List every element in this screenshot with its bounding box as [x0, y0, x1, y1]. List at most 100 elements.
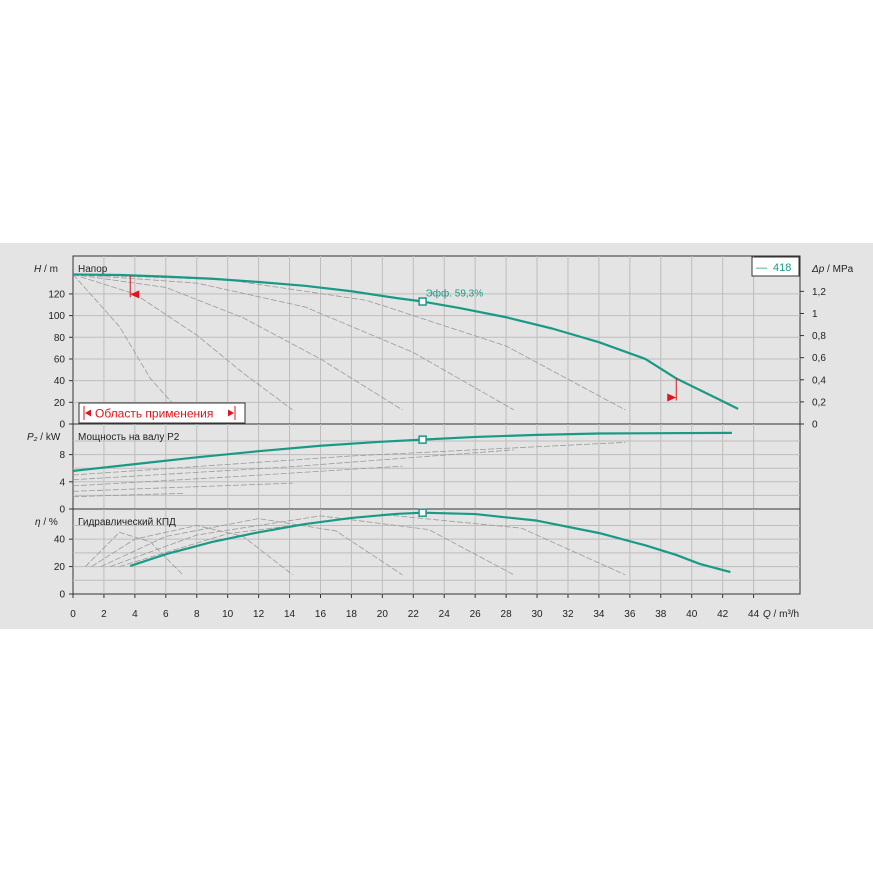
- head-panel-frame: [72, 255, 801, 425]
- x-tick-label: 44: [748, 609, 760, 620]
- head-y-var: H: [34, 264, 42, 275]
- efficiency-y-tick-labels: 0 20 40: [54, 535, 73, 601]
- x-axis-tick-labels: 0 2 4 6 8 10 12 14 16 18 20 22 24 26 28 30 32 34 36 38 40 42 4…: [70, 594, 760, 620]
- chart-legend: — 418: [751, 256, 800, 277]
- application-range-markers: [129, 275, 677, 402]
- application-range-label: Область применения: [95, 407, 213, 421]
- x-tick-label: 30: [531, 609, 543, 620]
- pressure-tick-label: 0: [812, 420, 818, 431]
- iso-curve: [72, 441, 626, 476]
- y-tick-label: 0: [59, 420, 65, 431]
- pressure-axis-var: Δp: [811, 264, 825, 275]
- x-tick-label: 40: [686, 609, 698, 620]
- series-line: [72, 431, 732, 473]
- y-tick-label: 40: [54, 535, 66, 546]
- operating-point-marker: [418, 297, 427, 306]
- operating-point-marker: [418, 435, 427, 444]
- y-tick-label: 60: [54, 354, 66, 365]
- iso-curve: [72, 492, 183, 498]
- y-tick-label: 20: [54, 562, 66, 573]
- pressure-axis-label: Δp / MPa: [811, 264, 854, 275]
- legend-line-symbol: —: [756, 262, 767, 274]
- x-tick-label: 36: [624, 609, 636, 620]
- pressure-tick-label: 0,6: [812, 353, 826, 364]
- head-grid: [73, 256, 800, 424]
- y-tick-label: 0: [59, 590, 65, 601]
- iso-curve: [85, 531, 184, 576]
- x-tick-label: 20: [377, 609, 389, 620]
- head-y-unit: / m: [41, 264, 58, 275]
- x-axis-var: Q: [763, 609, 771, 620]
- head-y-axis-label: H / m: [34, 264, 58, 275]
- pressure-tick-label: 1: [812, 309, 818, 320]
- power-y-axis-label: P₂ / kW: [27, 432, 61, 443]
- application-range-frame: [78, 402, 246, 424]
- power-iso-curves: [72, 441, 626, 498]
- x-tick-label: 38: [655, 609, 667, 620]
- y-tick-label: 120: [48, 289, 65, 300]
- legend-series-label: 418: [773, 262, 791, 274]
- y-tick-label: 40: [54, 376, 66, 387]
- head-y-tick-labels: 0 20 40 60 80 100 120: [48, 289, 73, 431]
- iso-curve: [72, 274, 515, 411]
- efficiency-y-var: η: [35, 517, 41, 528]
- y-tick-label: 20: [54, 398, 66, 409]
- y-tick-label: 0: [59, 505, 65, 516]
- pressure-axis-unit: / MPa: [824, 264, 853, 275]
- x-tick-label: 8: [194, 609, 200, 620]
- application-range-box: Область применения: [78, 402, 246, 424]
- operating-point-marker: [418, 508, 427, 517]
- iso-curve: [72, 274, 182, 414]
- x-tick-label: 26: [470, 609, 482, 620]
- power-panel: 0 4 8 Мощность на валу P2 P₂ / kW: [27, 423, 801, 516]
- power-panel-title: Мощность на валу P2: [78, 432, 180, 443]
- range-left-arrow-icon: [85, 409, 91, 417]
- x-tick-label: 16: [315, 609, 327, 620]
- y-tick-label: 8: [59, 450, 65, 461]
- efficiency-panel-frame: [72, 508, 801, 595]
- x-tick-label: 2: [101, 609, 107, 620]
- power-operating-point: [418, 435, 427, 444]
- x-tick-label: 6: [163, 609, 169, 620]
- y-tick-label: 80: [54, 333, 66, 344]
- x-tick-label: 10: [222, 609, 234, 620]
- x-tick-label: 42: [717, 609, 729, 620]
- iso-curve: [72, 274, 293, 411]
- head-operating-point: Эфф. 59,3%: [418, 288, 484, 306]
- iso-curve: [91, 525, 293, 576]
- range-right-arrow-icon: [228, 409, 234, 417]
- range-max-marker-icon: [667, 393, 677, 402]
- power-main-curve: [72, 431, 732, 473]
- pressure-tick-label: 0,4: [812, 375, 826, 386]
- y-tick-label: 4: [59, 477, 65, 488]
- x-tick-label: 14: [284, 609, 296, 620]
- pressure-tick-label: 0,2: [812, 397, 826, 408]
- range-min-marker-icon: [130, 290, 140, 299]
- x-axis-label: Q / m³/h: [763, 609, 799, 620]
- power-y-unit: / kW: [37, 432, 60, 443]
- head-panel-title: Напор: [78, 264, 108, 275]
- x-tick-label: 4: [132, 609, 138, 620]
- pressure-y-tick-labels: 0 0,2 0,4 0,6 0,8 1 1,2: [800, 287, 826, 431]
- efficiency-grid: [73, 509, 800, 594]
- x-tick-label: 0: [70, 609, 76, 620]
- x-tick-label: 34: [593, 609, 605, 620]
- legend-box: [751, 256, 800, 277]
- power-panel-frame: [72, 423, 801, 510]
- power-y-tick-labels: 0 4 8: [59, 450, 73, 516]
- pressure-tick-label: 1,2: [812, 287, 826, 298]
- y-tick-label: 100: [48, 311, 65, 322]
- efficiency-panel: 0 20 40 Гидравлический КПД η / %: [35, 508, 801, 601]
- x-tick-label: 24: [439, 609, 451, 620]
- power-y-var: P₂: [27, 432, 38, 443]
- iso-curve: [72, 482, 293, 492]
- efficiency-label: Эфф. 59,3%: [426, 288, 484, 300]
- x-tick-label: 18: [346, 609, 358, 620]
- x-tick-label: 22: [408, 609, 420, 620]
- efficiency-y-axis-label: η / %: [35, 517, 58, 528]
- x-tick-label: 28: [501, 609, 513, 620]
- efficiency-operating-point: [418, 508, 427, 517]
- iso-curve: [109, 515, 515, 576]
